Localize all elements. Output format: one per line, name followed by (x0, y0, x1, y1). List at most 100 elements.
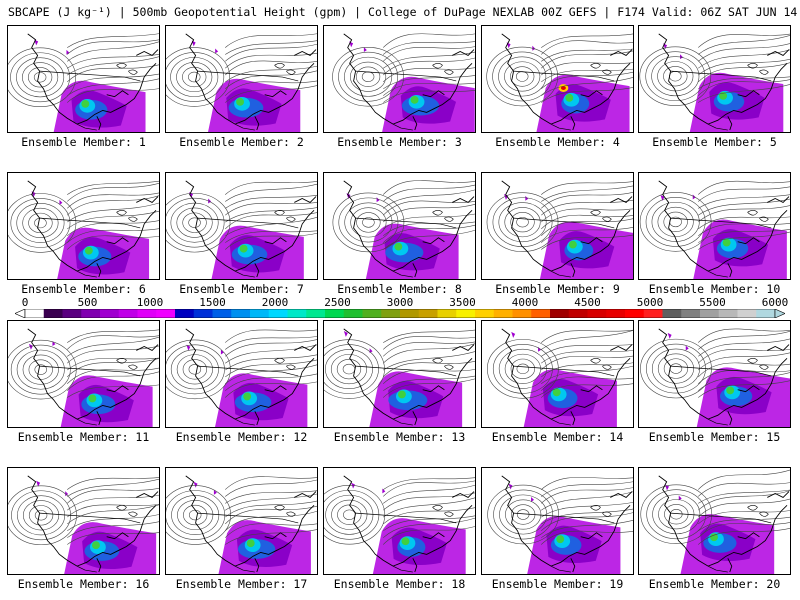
ensemble-member-map (165, 25, 318, 133)
border-lines (355, 70, 457, 131)
member-map-svg (639, 180, 790, 279)
cape-shading (191, 40, 301, 132)
ensemble-member-label: Ensemble Member: 17 (175, 577, 308, 591)
colorbar-swatch (25, 309, 45, 318)
cape-shading (346, 193, 459, 279)
border-lines (39, 70, 141, 131)
ensemble-member-map (323, 467, 476, 575)
great-lakes (274, 358, 296, 370)
coastline (27, 328, 159, 426)
coastline (658, 180, 790, 278)
colorbar-swatch (381, 309, 401, 318)
coastline (501, 328, 633, 426)
colorbar-swatch (643, 309, 663, 318)
border-lines (39, 365, 141, 426)
ensemble-member-label: Ensemble Member: 14 (491, 430, 624, 444)
colorbar-tick-label: 1500 (199, 296, 226, 309)
colorbar-tick-label: 2000 (261, 296, 289, 309)
ensemble-member-map (481, 320, 634, 428)
cape-shading (34, 39, 146, 132)
ensemble-member-label: Ensemble Member: 4 (495, 135, 620, 149)
great-lakes (432, 358, 454, 370)
colorbar-swatch (493, 309, 513, 318)
great-lakes (274, 63, 296, 75)
colorbar-swatch (625, 309, 645, 318)
colorbar-swatch (718, 309, 738, 318)
colorbar-swatch (737, 309, 757, 318)
cape-shading (660, 194, 787, 279)
colorbar-tick-label: 5500 (699, 296, 726, 309)
border-lines (197, 365, 299, 426)
colorbar-swatch (231, 309, 251, 318)
border-lines (513, 217, 615, 278)
border-lines (513, 365, 615, 426)
coastline (343, 33, 475, 131)
colorbar-tick-label: 500 (77, 296, 98, 309)
colorbar-swatch (400, 309, 420, 318)
sbcape-colorbar (15, 309, 785, 318)
ensemble-member-label: Ensemble Member: 6 (21, 282, 146, 296)
ensemble-member-label: Ensemble Member: 1 (21, 135, 146, 149)
colorbar-swatch (100, 309, 120, 318)
ensemble-member-label: Ensemble Member: 9 (495, 282, 620, 296)
colorbar-swatch (306, 309, 326, 318)
colorbar-swatch (662, 309, 682, 318)
coastline (185, 328, 317, 426)
border-lines (670, 512, 772, 573)
colorbar-swatch (606, 309, 626, 318)
ensemble-member-label: Ensemble Member: 15 (648, 430, 781, 444)
member-map-svg (8, 33, 159, 132)
great-lakes (747, 210, 769, 222)
height-contours (332, 33, 475, 107)
height-contours (639, 180, 790, 252)
border-lines (355, 217, 457, 278)
cape-shading (36, 480, 157, 574)
coastline (343, 180, 475, 278)
coastline (658, 328, 790, 426)
great-lakes (747, 358, 769, 370)
ensemble-member-map (7, 320, 160, 428)
colorbar-swatch (118, 309, 138, 318)
coastline (185, 475, 317, 573)
colorbar-swatch (475, 309, 495, 318)
great-lakes (116, 210, 138, 222)
member-map-svg (640, 328, 790, 427)
cape-shading (193, 481, 311, 574)
ensemble-member-label: Ensemble Member: 5 (652, 135, 777, 149)
border-lines (197, 512, 299, 573)
border-lines (39, 512, 141, 573)
colorbar-swatch (512, 309, 532, 318)
colorbar-swatch (81, 309, 101, 318)
cape-shading (663, 43, 784, 132)
ensemble-member-map (481, 172, 634, 280)
ensemble-member-label: Ensemble Member: 12 (175, 430, 308, 444)
border-lines (513, 512, 615, 573)
great-lakes (432, 505, 454, 517)
coastline (501, 33, 633, 131)
colorbar-swatch (287, 309, 307, 318)
member-map-svg (166, 475, 317, 574)
colorbar-swatch (212, 309, 232, 318)
colorbar-swatch (456, 309, 476, 318)
ensemble-member-map (638, 172, 791, 280)
great-lakes (590, 63, 612, 75)
member-map-svg (639, 33, 790, 132)
member-map-svg (166, 180, 317, 279)
ensemble-member-label: Ensemble Member: 7 (179, 282, 304, 296)
colorbar-right-arrow (774, 309, 785, 318)
border-lines (197, 217, 299, 278)
colorbar-swatch (568, 309, 588, 318)
member-map-svg (487, 328, 633, 427)
member-map-svg (8, 475, 159, 574)
colorbar-tick-label: 1000 (136, 296, 164, 309)
great-lakes (274, 505, 296, 517)
cape-shading (508, 483, 621, 574)
coastline (343, 328, 475, 426)
ensemble-member-map (7, 467, 160, 575)
ensemble-member-map (481, 25, 634, 133)
height-contours (486, 181, 633, 252)
member-map-svg (332, 180, 475, 279)
colorbar-swatch (437, 309, 457, 318)
height-contours (640, 469, 790, 545)
colorbar-swatch (43, 309, 63, 318)
